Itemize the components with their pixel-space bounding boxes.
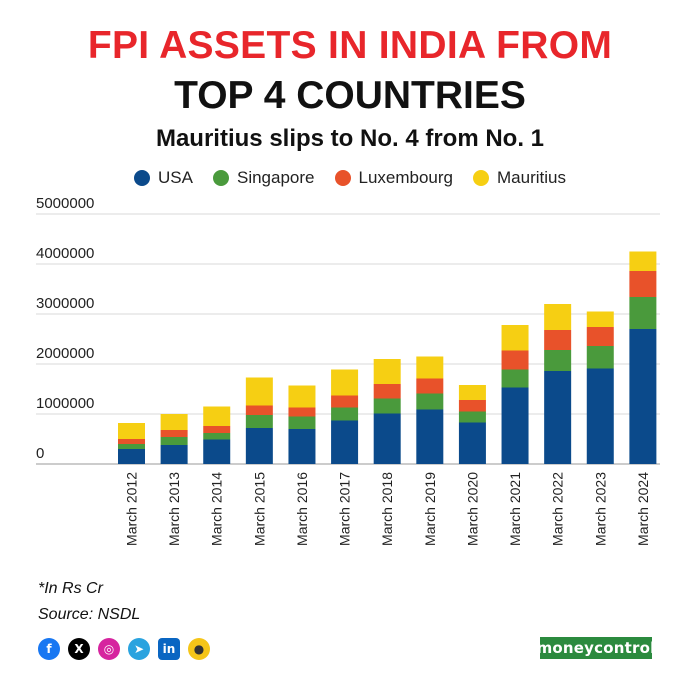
bar-segment-singapore [416,393,444,410]
y-tick-label: 1000000 [36,395,94,412]
bar-segment-luxembourg [501,350,529,370]
x-tick-label: March 2016 [294,472,310,546]
bar-segment-singapore [245,415,273,428]
legend-swatch-mauritius [473,170,490,186]
legend-swatch-singapore [212,170,229,186]
legend-item-usa: USA [134,168,193,188]
telegram-icon[interactable]: ➤ [128,638,150,660]
bar-segment-mauritius [373,359,401,384]
x-tick-label: March 2013 [166,472,182,546]
bar-segment-mauritius [245,377,273,406]
x-tick-label: March 2023 [592,472,608,546]
x-tick-label: March 2019 [422,472,438,546]
bar-segment-mauritius [160,414,188,430]
linkedin-icon[interactable]: in [158,638,180,660]
y-tick-label: 3000000 [36,295,94,312]
bar-segment-luxembourg [331,395,359,408]
bar-segment-singapore [118,444,145,449]
bar-segment-luxembourg [544,330,572,350]
legend-label-singapore: Singapore [236,168,315,187]
legend-label-usa: USA [158,168,193,187]
bar-segment-singapore [501,369,529,388]
bar-segment-usa [501,387,529,464]
bar-segment-usa [416,409,444,464]
y-tick-label: 0 [36,445,44,462]
x-tick-label: March 2012 [124,472,140,546]
bar-segment-mauritius [501,325,529,351]
bar-segment-usa [544,371,572,464]
bar-segment-usa [160,445,188,464]
y-tick-label: 4000000 [36,245,94,262]
bar-segment-luxembourg [416,378,444,394]
x-tick-label: March 2015 [251,472,267,546]
bar-segment-usa [245,428,273,464]
bar-segment-luxembourg [203,426,231,433]
bar-segment-mauritius [586,311,614,327]
bar-segment-mauritius [416,356,444,379]
stacked-bar-chart: 0 1000000 2000000 3000000 4000000 5000000 Marc… [36,195,660,546]
bar-segment-mauritius [458,385,486,400]
chart-title-line1: FPI ASSETS IN INDIA FROM [87,24,613,67]
bar-segment-luxembourg [288,407,316,417]
bar-segment-singapore [373,398,401,414]
bar-segment-mauritius [544,304,572,330]
bar-segment-mauritius [203,406,231,426]
chart-subtitle: Mauritius slips to No. 4 from No. 1 [155,125,545,152]
chart-legend: USA Singapore Luxembourg Mauritius [0,168,700,188]
bar-segment-mauritius [288,385,316,408]
y-tick-label: 5000000 [36,195,94,212]
bar-segment-singapore [160,437,188,445]
bar-segment-mauritius [118,423,145,439]
bar-segment-singapore [629,297,657,329]
bar-segment-usa [203,439,231,464]
instagram-icon[interactable]: ◎ [98,638,120,660]
bar-segment-singapore [203,433,231,440]
social-icons: f X ◎ ➤ in ● [38,638,210,660]
x-icon[interactable]: X [68,638,90,660]
legend-item-singapore: Singapore [212,168,315,188]
bar-segment-luxembourg [118,439,145,444]
legend-item-mauritius: Mauritius [473,168,566,188]
bar-segment-luxembourg [458,400,486,412]
legend-swatch-luxembourg [334,170,351,186]
x-tick-label: March 2022 [550,472,566,546]
bar-segment-luxembourg [586,327,614,346]
legend-label-mauritius: Mauritius [497,168,566,187]
bar-segment-luxembourg [160,430,188,437]
x-tick-label: March 2017 [337,472,353,546]
x-tick-label: March 2018 [379,472,395,546]
bar-segment-usa [629,329,657,464]
koo-icon[interactable]: ● [188,638,210,660]
x-tick-label: March 2020 [464,472,480,546]
facebook-icon[interactable]: f [38,638,60,660]
bar-segment-usa [288,429,316,464]
legend-swatch-usa [134,170,151,186]
bar-segment-mauritius [331,369,359,396]
chart-title-line2: TOP 4 COUNTRIES [174,74,526,117]
bar-segment-singapore [544,350,572,371]
bar-segment-singapore [458,411,486,423]
x-tick-label: March 2024 [635,472,651,546]
bar-segment-luxembourg [373,384,401,399]
brand-logo: moneycontrol [536,637,656,659]
legend-label-luxembourg: Luxembourg [358,168,454,187]
legend-item-luxembourg: Luxembourg [334,168,454,188]
x-tick-label: March 2014 [209,472,225,546]
bar-segment-luxembourg [245,405,273,415]
bar-segment-luxembourg [629,271,657,297]
x-tick-label: March 2021 [507,472,523,546]
bar-segment-mauritius [629,251,657,271]
y-tick-label: 2000000 [36,345,94,362]
footnote-units: *In Rs Cr [38,580,103,597]
bar-segment-singapore [586,346,614,369]
bar-segment-usa [373,413,401,464]
bar-segment-usa [586,368,614,464]
bar-segment-usa [331,420,359,464]
bar-segment-usa [118,449,145,464]
bar-segment-usa [458,422,486,464]
bar-segment-singapore [288,416,316,429]
bar-segment-singapore [331,407,359,421]
footnote-source: Source: NSDL [38,606,141,623]
